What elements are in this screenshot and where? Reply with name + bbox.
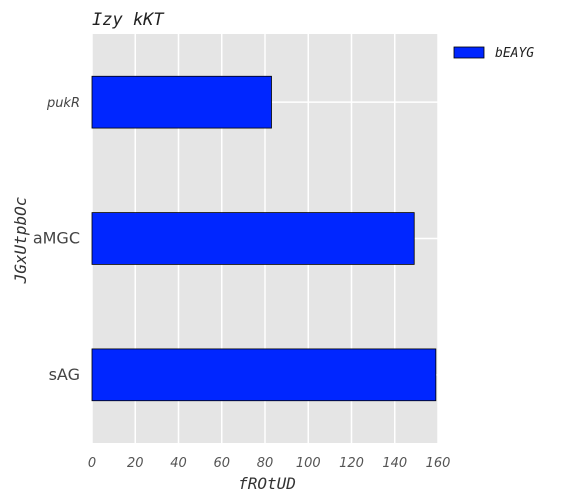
y-tick-label: aMGC	[33, 229, 80, 248]
x-tick-label: 20	[127, 456, 144, 471]
x-tick-label: 80	[257, 456, 274, 471]
x-tick-labels: 0 20 40 60 80 100 120 140 160	[88, 456, 451, 471]
y-tick-label: sAG	[49, 365, 80, 384]
x-tick-label: 0	[88, 456, 96, 471]
y-axis-label: JGxUtpbOc	[11, 197, 30, 285]
y-tick-label: pukR	[46, 96, 80, 111]
x-tick-label: 100	[296, 456, 321, 471]
legend-swatch	[453, 46, 485, 59]
bar-aMGC	[91, 212, 415, 265]
legend: bEAYG	[453, 46, 534, 61]
x-axis-label: fROtUD	[238, 474, 296, 493]
x-tick-label: 160	[426, 456, 451, 471]
bar-pukR	[91, 75, 272, 129]
bar-sAG	[91, 348, 437, 402]
x-tick-label: 120	[339, 456, 364, 471]
bars	[91, 75, 437, 402]
x-tick-label: 140	[382, 456, 407, 471]
chart-title: Izy kKT	[92, 10, 165, 30]
legend-label: bEAYG	[495, 46, 534, 61]
y-tick-labels: sAG aMGC pukR	[33, 96, 80, 384]
x-tick-label: 40	[170, 456, 187, 471]
x-tick-label: 60	[213, 456, 230, 471]
